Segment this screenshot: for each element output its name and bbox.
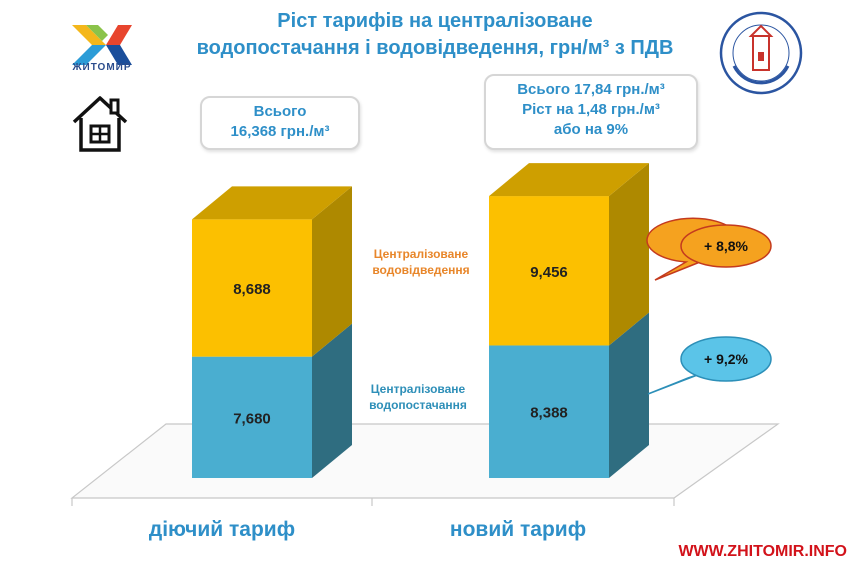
callout-new-line-3: або на 9% bbox=[553, 121, 629, 138]
legend-supply-line-1: Централізоване bbox=[371, 382, 466, 396]
bar-1-1 bbox=[489, 196, 609, 346]
category-label-new: новий тариф bbox=[450, 518, 586, 541]
title-line-1: Ріст тарифів на централізоване bbox=[277, 10, 593, 32]
callout-old-line-1: Всього bbox=[253, 103, 307, 120]
data-label-1-0: 8,688 bbox=[233, 281, 271, 298]
legend-sewage-line-2: водовідведення bbox=[372, 263, 469, 277]
title-line-2: водопостачання і водовідведення, грн/м³ … bbox=[196, 37, 674, 59]
bar-side-1-1 bbox=[609, 163, 649, 346]
house-icon bbox=[72, 96, 128, 152]
bubble-sewage-body bbox=[680, 224, 772, 268]
bubble-supply-body bbox=[680, 336, 772, 382]
vodokanal-seal-icon bbox=[719, 11, 803, 95]
callout-old-total: Всього 16,368 грн./м³ bbox=[200, 96, 360, 150]
bar-side-1-0 bbox=[312, 186, 352, 357]
data-label-0-0: 7,680 bbox=[233, 410, 271, 427]
data-label-0-1: 8,388 bbox=[530, 405, 568, 422]
callout-old-line-2: 16,368 грн./м³ bbox=[230, 123, 330, 140]
watermark: WWW.ZHITOMIR.INFO bbox=[678, 543, 847, 560]
zhytomyr-logo-text: ЖИТОМИР bbox=[72, 62, 132, 73]
callout-new-total: Всього 17,84 грн./м³ Ріст на 1,48 грн./м… bbox=[484, 74, 698, 150]
callout-new-line-1: Всього 17,84 грн./м³ bbox=[517, 81, 665, 98]
bar-side-0-1 bbox=[609, 312, 649, 478]
bubble-supply-label: + 9,2% bbox=[704, 351, 749, 367]
chart-title: Ріст тарифів на централізоване водопоста… bbox=[150, 8, 720, 62]
bar-top-0 bbox=[192, 186, 352, 220]
bubble-sewage-label: + 8,8% bbox=[704, 238, 749, 254]
bubble-supply-growth bbox=[647, 373, 701, 395]
callout-new-line-2: Ріст на 1,48 грн./м³ bbox=[522, 101, 660, 118]
bar-0-1 bbox=[489, 345, 609, 478]
legend-sewage-line-1: Централізоване bbox=[374, 247, 469, 261]
chart-floor bbox=[70, 423, 780, 499]
bar-0-0 bbox=[192, 356, 312, 478]
bar-1-0 bbox=[192, 219, 312, 357]
legend-supply-line-2: водопостачання bbox=[369, 398, 467, 412]
bars-group: 7,680 8,688 8,388 9,456 bbox=[192, 163, 649, 478]
data-label-1-1: 9,456 bbox=[530, 264, 568, 281]
bar-side-0-0 bbox=[312, 323, 352, 478]
bar-top-1 bbox=[489, 163, 649, 197]
zhytomyr-logo-icon bbox=[72, 25, 132, 65]
category-label-current: діючий тариф bbox=[149, 518, 295, 541]
